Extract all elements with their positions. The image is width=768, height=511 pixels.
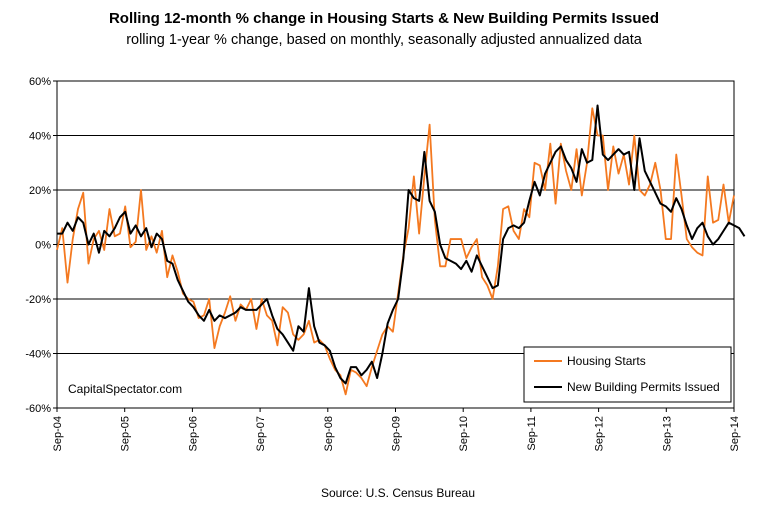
x-tick-label: Sep-09: [391, 416, 403, 451]
series-lines: [56, 104, 746, 396]
y-tick-label: -20%: [25, 294, 51, 306]
series-line-building-permits: [57, 104, 746, 385]
y-tick-label: 60%: [29, 76, 51, 88]
source-note: Source: U.S. Census Bureau: [321, 486, 475, 500]
watermark: CapitalSpectator.com: [68, 382, 182, 396]
x-tick-label: Sep-08: [323, 416, 335, 451]
y-axis-tick-labels: 60% 40% 20% 0% -20% -40% -60%: [25, 76, 51, 415]
x-tick-label: Sep-13: [661, 416, 673, 451]
y-tick-label: 40%: [29, 131, 51, 143]
x-tick-label: Sep-04: [52, 416, 64, 451]
x-tick-label: Sep-05: [120, 416, 132, 451]
y-tick-label: 0%: [35, 240, 51, 252]
x-tick-label: Sep-06: [187, 416, 199, 451]
legend: Housing Starts New Building Permits Issu…: [523, 346, 732, 403]
x-tick-label: Sep-14: [729, 416, 741, 451]
x-tick-label: Sep-07: [255, 416, 267, 451]
legend-label-building-permits: New Building Permits Issued: [567, 380, 720, 394]
x-axis-tick-labels: Sep-04 Sep-05 Sep-06 Sep-07 Sep-08 Sep-09 Sep-…: [52, 416, 741, 451]
x-tick-label: Sep-12: [594, 416, 606, 451]
series-line-housing-starts: [56, 107, 735, 396]
chart-title: Rolling 12-month % change in Housing Sta…: [109, 10, 659, 27]
legend-label-housing-starts: Housing Starts: [567, 354, 646, 368]
y-tick-label: -40%: [25, 349, 51, 361]
y-tick-label: 20%: [29, 185, 51, 197]
x-axis-ticks: [56, 408, 735, 412]
x-tick-label: Sep-11: [526, 416, 538, 451]
legend-box: [523, 346, 732, 403]
x-tick-label: Sep-10: [458, 416, 470, 451]
chart-subtitle: rolling 1-year % change, based on monthl…: [126, 32, 643, 48]
y-tick-label: -60%: [25, 403, 51, 415]
